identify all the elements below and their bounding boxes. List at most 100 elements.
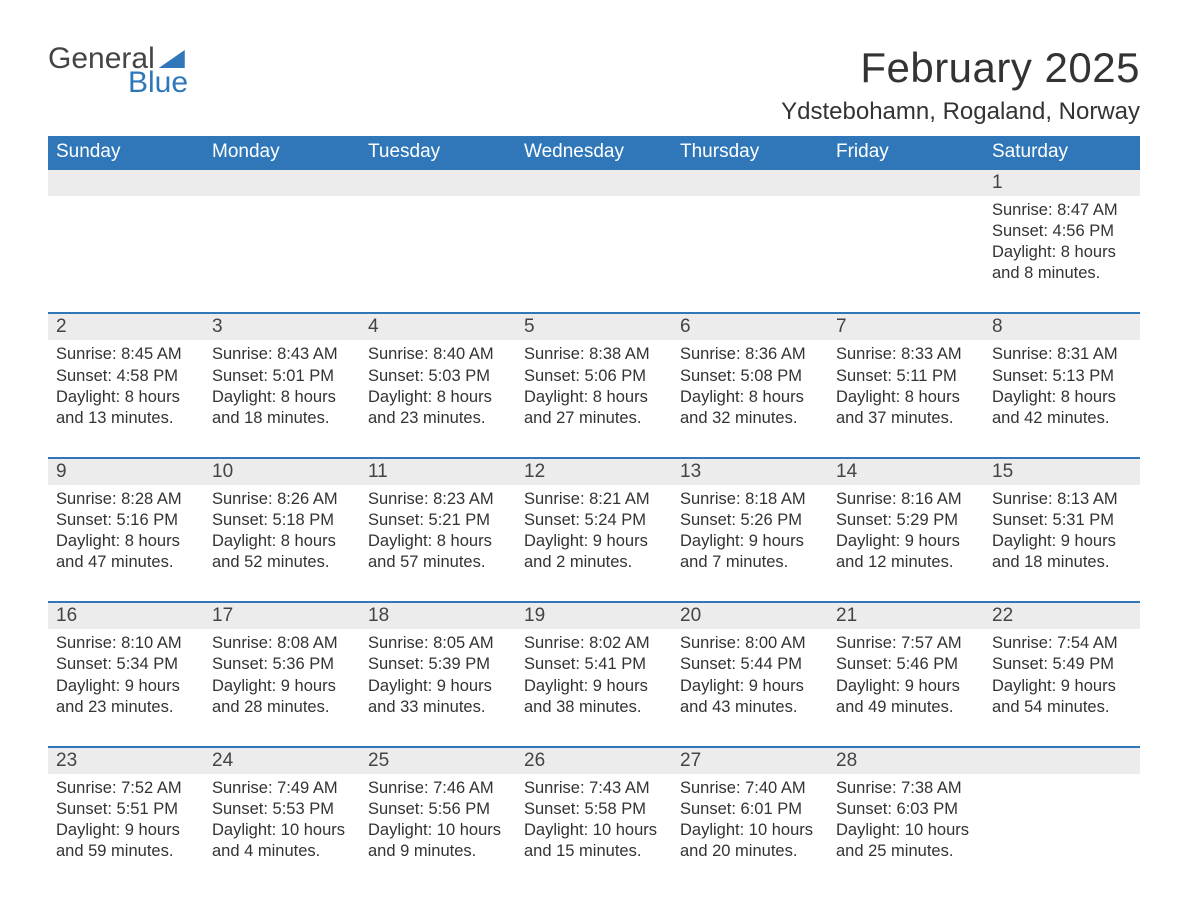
day2-text: and 15 minutes. — [524, 841, 664, 862]
day1-text: Daylight: 9 hours — [836, 676, 976, 697]
day2-text: and 2 minutes. — [524, 552, 664, 573]
day-number: 26 — [524, 750, 545, 771]
day-detail-cell: Sunrise: 7:40 AMSunset: 6:01 PMDaylight:… — [672, 774, 828, 890]
day2-text: and 23 minutes. — [368, 408, 508, 429]
day2-text: and 28 minutes. — [212, 697, 352, 718]
sunrise-text: Sunrise: 7:54 AM — [992, 633, 1132, 654]
sunset-text: Sunset: 6:03 PM — [836, 799, 976, 820]
sunset-text: Sunset: 5:49 PM — [992, 654, 1132, 675]
day-number-cell: 7 — [828, 313, 984, 340]
day1-text: Daylight: 10 hours — [680, 820, 820, 841]
day1-text: Daylight: 8 hours — [212, 387, 352, 408]
day-number-cell — [672, 169, 828, 196]
day-detail-cell: Sunrise: 7:49 AMSunset: 5:53 PMDaylight:… — [204, 774, 360, 890]
day1-text: Daylight: 8 hours — [368, 531, 508, 552]
day-number-cell: 18 — [360, 602, 516, 629]
weekday-header: Monday — [204, 136, 360, 169]
calendar-header-row: Sunday Monday Tuesday Wednesday Thursday… — [48, 136, 1140, 169]
brand-word2: Blue — [128, 68, 188, 98]
sunset-text: Sunset: 6:01 PM — [680, 799, 820, 820]
day2-text: and 12 minutes. — [836, 552, 976, 573]
day-detail-cell: Sunrise: 8:02 AMSunset: 5:41 PMDaylight:… — [516, 629, 672, 746]
day-number: 14 — [836, 461, 857, 482]
day-number: 17 — [212, 605, 233, 626]
sunrise-text: Sunrise: 8:18 AM — [680, 489, 820, 510]
day1-text: Daylight: 10 hours — [524, 820, 664, 841]
week-number-row: 16171819202122 — [48, 602, 1140, 629]
day-number-cell: 1 — [984, 169, 1140, 196]
day-detail-cell: Sunrise: 8:43 AMSunset: 5:01 PMDaylight:… — [204, 340, 360, 457]
sunset-text: Sunset: 5:31 PM — [992, 510, 1132, 531]
day-number: 4 — [368, 316, 379, 337]
day1-text: Daylight: 10 hours — [212, 820, 352, 841]
day2-text: and 23 minutes. — [56, 697, 196, 718]
day2-text: and 52 minutes. — [212, 552, 352, 573]
sunset-text: Sunset: 5:18 PM — [212, 510, 352, 531]
calendar-table: Sunday Monday Tuesday Wednesday Thursday… — [48, 136, 1140, 890]
weekday-header: Wednesday — [516, 136, 672, 169]
day-number-cell — [48, 169, 204, 196]
day-number: 20 — [680, 605, 701, 626]
day-detail-cell: Sunrise: 8:26 AMSunset: 5:18 PMDaylight:… — [204, 485, 360, 602]
day-number: 10 — [212, 461, 233, 482]
day-number: 5 — [524, 316, 535, 337]
day-number-cell: 8 — [984, 313, 1140, 340]
day-detail-cell: Sunrise: 7:52 AMSunset: 5:51 PMDaylight:… — [48, 774, 204, 890]
sunset-text: Sunset: 5:21 PM — [368, 510, 508, 531]
day-number: 3 — [212, 316, 223, 337]
week-number-row: 9101112131415 — [48, 458, 1140, 485]
day-number-cell: 17 — [204, 602, 360, 629]
day-number-cell — [984, 747, 1140, 774]
day-detail-cell: Sunrise: 8:36 AMSunset: 5:08 PMDaylight:… — [672, 340, 828, 457]
day-number-cell: 5 — [516, 313, 672, 340]
sunset-text: Sunset: 5:46 PM — [836, 654, 976, 675]
day-detail-cell — [672, 196, 828, 313]
day-detail-cell: Sunrise: 8:10 AMSunset: 5:34 PMDaylight:… — [48, 629, 204, 746]
day-number-cell: 23 — [48, 747, 204, 774]
day-detail-cell: Sunrise: 8:33 AMSunset: 5:11 PMDaylight:… — [828, 340, 984, 457]
day-number: 15 — [992, 461, 1013, 482]
day2-text: and 13 minutes. — [56, 408, 196, 429]
day-number-cell: 28 — [828, 747, 984, 774]
day-number: 13 — [680, 461, 701, 482]
day2-text: and 42 minutes. — [992, 408, 1132, 429]
sunset-text: Sunset: 5:06 PM — [524, 366, 664, 387]
day-number-cell: 6 — [672, 313, 828, 340]
day-number-cell — [204, 169, 360, 196]
day-number: 21 — [836, 605, 857, 626]
sunrise-text: Sunrise: 8:00 AM — [680, 633, 820, 654]
week-number-row: 2345678 — [48, 313, 1140, 340]
day2-text: and 4 minutes. — [212, 841, 352, 862]
day2-text: and 8 minutes. — [992, 263, 1132, 284]
day-detail-cell: Sunrise: 8:21 AMSunset: 5:24 PMDaylight:… — [516, 485, 672, 602]
day-detail-cell: Sunrise: 8:38 AMSunset: 5:06 PMDaylight:… — [516, 340, 672, 457]
day-number: 11 — [368, 461, 388, 482]
day-detail-cell: Sunrise: 7:57 AMSunset: 5:46 PMDaylight:… — [828, 629, 984, 746]
day2-text: and 32 minutes. — [680, 408, 820, 429]
sunset-text: Sunset: 5:58 PM — [524, 799, 664, 820]
day-number: 16 — [56, 605, 77, 626]
weekday-header: Thursday — [672, 136, 828, 169]
day2-text: and 33 minutes. — [368, 697, 508, 718]
day2-text: and 27 minutes. — [524, 408, 664, 429]
day2-text: and 25 minutes. — [836, 841, 976, 862]
day-number-cell: 16 — [48, 602, 204, 629]
sunset-text: Sunset: 5:44 PM — [680, 654, 820, 675]
day1-text: Daylight: 9 hours — [368, 676, 508, 697]
day-number-cell — [828, 169, 984, 196]
day2-text: and 49 minutes. — [836, 697, 976, 718]
day-detail-cell: Sunrise: 7:54 AMSunset: 5:49 PMDaylight:… — [984, 629, 1140, 746]
day1-text: Daylight: 9 hours — [524, 531, 664, 552]
calendar-body: 1Sunrise: 8:47 AMSunset: 4:56 PMDaylight… — [48, 169, 1140, 890]
day-detail-cell: Sunrise: 8:08 AMSunset: 5:36 PMDaylight:… — [204, 629, 360, 746]
day-number-cell: 3 — [204, 313, 360, 340]
weekday-header: Saturday — [984, 136, 1140, 169]
day1-text: Daylight: 9 hours — [836, 531, 976, 552]
day2-text: and 18 minutes. — [992, 552, 1132, 573]
week-detail-row: Sunrise: 8:28 AMSunset: 5:16 PMDaylight:… — [48, 485, 1140, 602]
sunset-text: Sunset: 5:36 PM — [212, 654, 352, 675]
day-detail-cell — [516, 196, 672, 313]
sunset-text: Sunset: 5:56 PM — [368, 799, 508, 820]
day1-text: Daylight: 8 hours — [992, 387, 1132, 408]
day-number-cell: 10 — [204, 458, 360, 485]
